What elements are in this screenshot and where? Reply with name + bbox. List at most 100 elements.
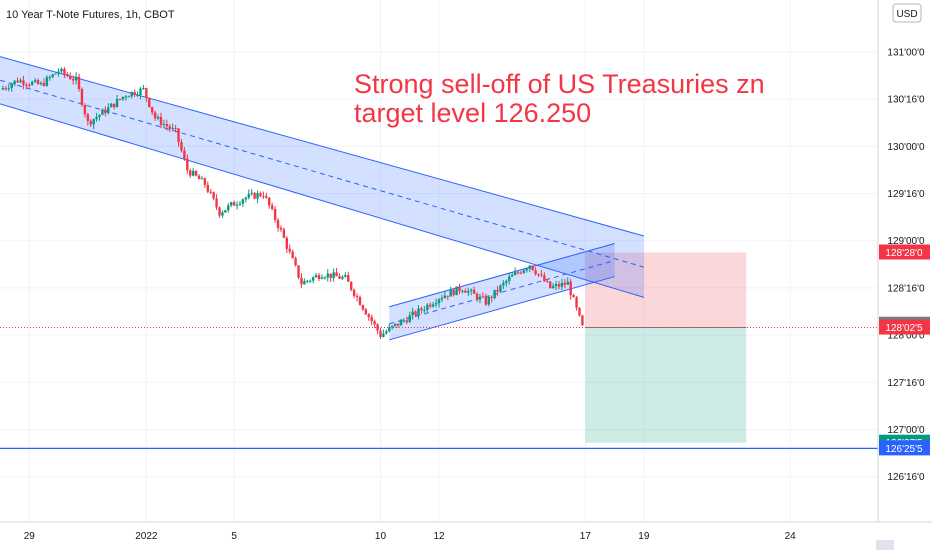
candle-body bbox=[300, 277, 303, 285]
candle-body bbox=[350, 281, 353, 290]
take-profit-zone[interactable] bbox=[585, 327, 747, 443]
candle-body bbox=[104, 109, 107, 114]
candle-body bbox=[86, 114, 89, 121]
candle-body bbox=[212, 192, 215, 199]
candle-body bbox=[326, 273, 329, 278]
y-tick-label: 131'00'0 bbox=[887, 47, 925, 58]
descending-channel-upper[interactable] bbox=[0, 56, 645, 237]
candle-body bbox=[28, 84, 31, 86]
price-tag-label: 126'25'5 bbox=[885, 444, 923, 455]
candle-body bbox=[273, 208, 277, 220]
candle-body bbox=[30, 81, 34, 85]
candle-body bbox=[77, 76, 81, 89]
candle-body bbox=[429, 304, 432, 307]
candle-body bbox=[399, 320, 403, 326]
candle-body bbox=[540, 274, 543, 276]
candle-body bbox=[417, 308, 420, 316]
candle-body bbox=[183, 150, 186, 159]
candle-body bbox=[156, 116, 160, 119]
candle-body bbox=[578, 307, 581, 316]
candle-body bbox=[265, 196, 268, 198]
candle-body bbox=[303, 280, 306, 285]
y-tick-label: 130'00'0 bbox=[887, 142, 925, 153]
grid bbox=[0, 0, 878, 522]
candle-body bbox=[268, 197, 271, 206]
candle-body bbox=[57, 71, 60, 74]
candle-body bbox=[461, 290, 464, 292]
candle-body bbox=[481, 296, 485, 298]
candle-body bbox=[367, 314, 370, 317]
candle-body bbox=[297, 265, 300, 278]
candle-body bbox=[256, 193, 259, 199]
candle-body bbox=[238, 203, 242, 205]
candle-body bbox=[69, 75, 72, 80]
candle-body bbox=[112, 103, 116, 107]
candle-body bbox=[92, 119, 95, 125]
candle-body bbox=[118, 98, 122, 100]
candle-body bbox=[396, 323, 400, 326]
candle-body bbox=[227, 205, 230, 211]
candle-body bbox=[180, 142, 183, 151]
time-axis[interactable]: 29 2022 5 10 12 17 19 24 bbox=[24, 531, 796, 542]
candle-body bbox=[282, 229, 286, 238]
candle-body bbox=[434, 303, 438, 305]
candle-body bbox=[115, 98, 119, 107]
candle-body bbox=[22, 80, 25, 85]
ascending-channel-upper[interactable] bbox=[389, 243, 615, 308]
candle-body bbox=[221, 212, 224, 216]
ascending-channel-lower[interactable] bbox=[389, 276, 615, 341]
candle-body bbox=[323, 277, 327, 279]
candle-body bbox=[200, 178, 204, 180]
currency-badge[interactable] bbox=[892, 3, 922, 23]
candle-body bbox=[449, 289, 452, 297]
x-tick-label: 2022 bbox=[135, 531, 158, 542]
candle-body bbox=[148, 97, 151, 107]
x-tick-label: 24 bbox=[785, 531, 797, 542]
candle-body bbox=[510, 275, 514, 277]
candle-body bbox=[475, 293, 479, 300]
price-axis[interactable]: 131'00'0 130'16'0 130'00'0 129'16'0 129'00'0… bbox=[887, 47, 925, 483]
candle-body bbox=[186, 158, 189, 171]
candle-body bbox=[209, 191, 212, 193]
candle-body bbox=[270, 205, 274, 209]
candle-body bbox=[393, 323, 397, 326]
candle-body bbox=[379, 330, 382, 337]
stop-loss-zone[interactable] bbox=[585, 252, 747, 328]
candle-body bbox=[311, 277, 315, 281]
price-tag-label: 128'28'0 bbox=[885, 248, 923, 259]
candle-body bbox=[575, 297, 578, 308]
candle-body bbox=[569, 281, 572, 296]
candle-body bbox=[549, 281, 552, 289]
candle-body bbox=[133, 91, 136, 95]
candle-body bbox=[51, 74, 54, 78]
y-tick-label: 127'16'0 bbox=[887, 378, 925, 389]
candle-body bbox=[291, 251, 294, 259]
price-tag bbox=[879, 319, 930, 335]
candle-body bbox=[373, 321, 376, 325]
candle-body bbox=[551, 286, 555, 289]
annotation-line-2: target level 126.250 bbox=[354, 98, 591, 128]
candle-body bbox=[232, 202, 236, 206]
candle-body bbox=[519, 272, 523, 274]
candle-body bbox=[499, 285, 502, 292]
candle-body bbox=[426, 304, 429, 310]
candle-body bbox=[276, 219, 280, 228]
candle-body bbox=[537, 274, 540, 276]
candle-body bbox=[159, 116, 163, 125]
candle-body bbox=[215, 198, 218, 208]
candle-body bbox=[288, 248, 291, 252]
price-tag-label: 128'02'5 bbox=[885, 323, 923, 334]
candle-body bbox=[66, 73, 69, 76]
candle-body bbox=[525, 268, 528, 271]
candle-body bbox=[566, 281, 569, 285]
candle-body bbox=[440, 298, 444, 300]
candle-body bbox=[531, 265, 534, 271]
candle-body bbox=[110, 103, 113, 108]
candles bbox=[1, 66, 584, 339]
candle-body bbox=[563, 282, 567, 285]
candle-body bbox=[420, 308, 423, 311]
candle-body bbox=[162, 124, 166, 126]
candle-body bbox=[95, 116, 98, 120]
candle-body bbox=[230, 202, 233, 206]
